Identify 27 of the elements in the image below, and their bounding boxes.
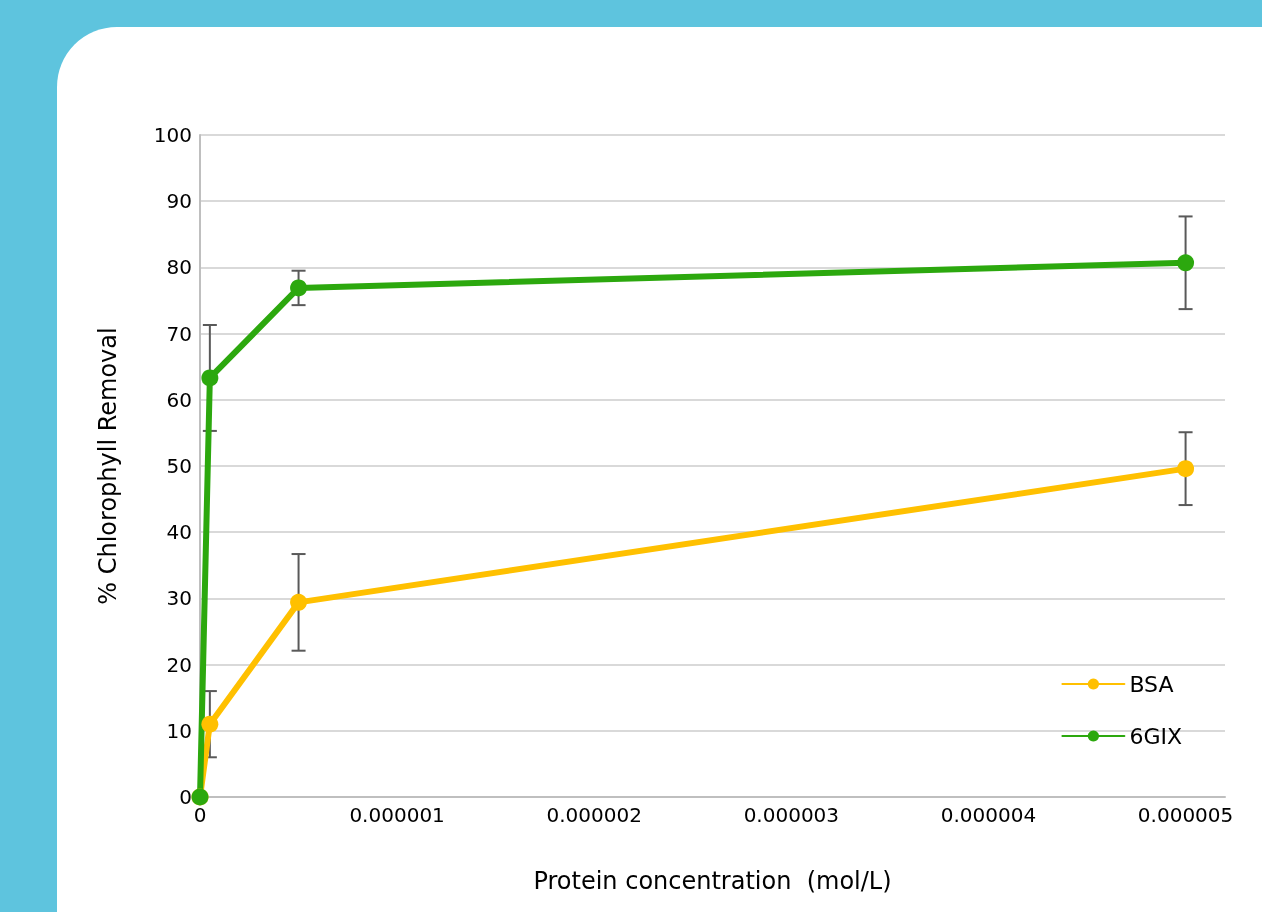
x-tick-label: 0 — [193, 803, 207, 827]
x-tick-label: 0.000004 — [940, 803, 1037, 827]
y-tick-label: 10 — [166, 718, 192, 743]
y-tick-label: 60 — [166, 387, 192, 412]
point — [201, 715, 219, 733]
point — [1177, 460, 1195, 478]
legend-label: BSA — [1129, 671, 1174, 697]
y-axis-title: % Chlorophyll Removal — [94, 327, 122, 605]
y-tick-label: 70 — [166, 321, 192, 346]
x-tick-label: 0.000002 — [546, 803, 642, 827]
point — [1177, 254, 1195, 272]
y-tick-label: 0 — [179, 785, 192, 809]
y-tick-label: 40 — [166, 520, 192, 545]
y-tick-label: 90 — [166, 189, 192, 214]
y-tick-label: 20 — [166, 652, 192, 677]
y-tick-label: 50 — [166, 454, 192, 478]
y-tick-label: 80 — [166, 255, 192, 280]
point — [290, 279, 308, 297]
x-tick-label: 0.000005 — [1137, 803, 1234, 827]
x-axis-title: Protein concentration (mol/L) — [533, 867, 892, 895]
y-tick-label: 100 — [153, 123, 192, 147]
point — [201, 369, 219, 387]
x-tick-label: 0.000003 — [743, 803, 840, 827]
y-tick-label: 30 — [166, 586, 192, 611]
legend-label: 6GIX — [1129, 723, 1182, 749]
x-tick-label: 0.000001 — [349, 803, 445, 827]
point — [290, 593, 308, 611]
